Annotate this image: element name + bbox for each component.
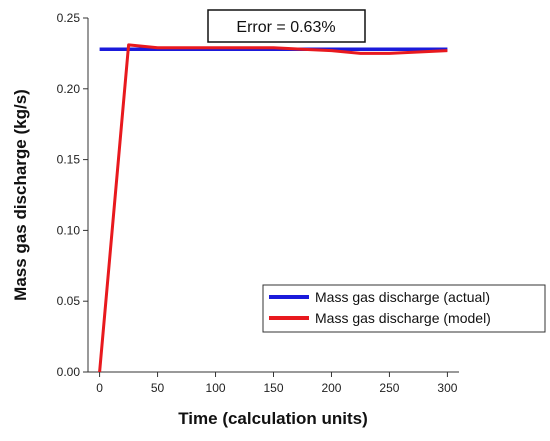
x-tick-label: 250 [379, 381, 399, 395]
y-tick-label: 0.00 [57, 365, 81, 379]
error-annotation-text: Error = 0.63% [236, 19, 335, 36]
legend-label-actual: Mass gas discharge (actual) [315, 289, 490, 305]
error-annotation-box [207, 9, 366, 43]
y-axis-title: Mass gas discharge (kg/s) [11, 89, 30, 301]
series-line-model [98, 43, 448, 373]
x-tick-label: 150 [263, 381, 283, 395]
y-tick-label: 0.25 [57, 11, 81, 25]
y-tick-label: 0.20 [57, 82, 81, 96]
error-annotation: Error = 0.63% [207, 9, 366, 43]
y-tick-label: 0.15 [57, 153, 81, 167]
x-tick-label: 50 [151, 381, 165, 395]
x-axis-ticks: 0 50 100 150 200 250 300 [96, 372, 458, 395]
legend-box [262, 284, 546, 333]
x-tick-label: 100 [206, 381, 226, 395]
x-tick-label: 200 [321, 381, 341, 395]
y-axis-ticks: 0.00 0.05 0.10 0.15 0.20 0.25 [57, 11, 88, 379]
legend: Mass gas discharge (actual) Mass gas dis… [262, 284, 546, 333]
x-axis-title: Time (calculation units) [178, 409, 368, 428]
series-layer [98, 43, 448, 373]
x-tick-label: 300 [437, 381, 457, 395]
y-tick-label: 0.05 [57, 294, 81, 308]
x-tick-label: 0 [96, 381, 103, 395]
legend-label-model: Mass gas discharge (model) [315, 310, 491, 326]
y-tick-label: 0.10 [57, 223, 81, 237]
